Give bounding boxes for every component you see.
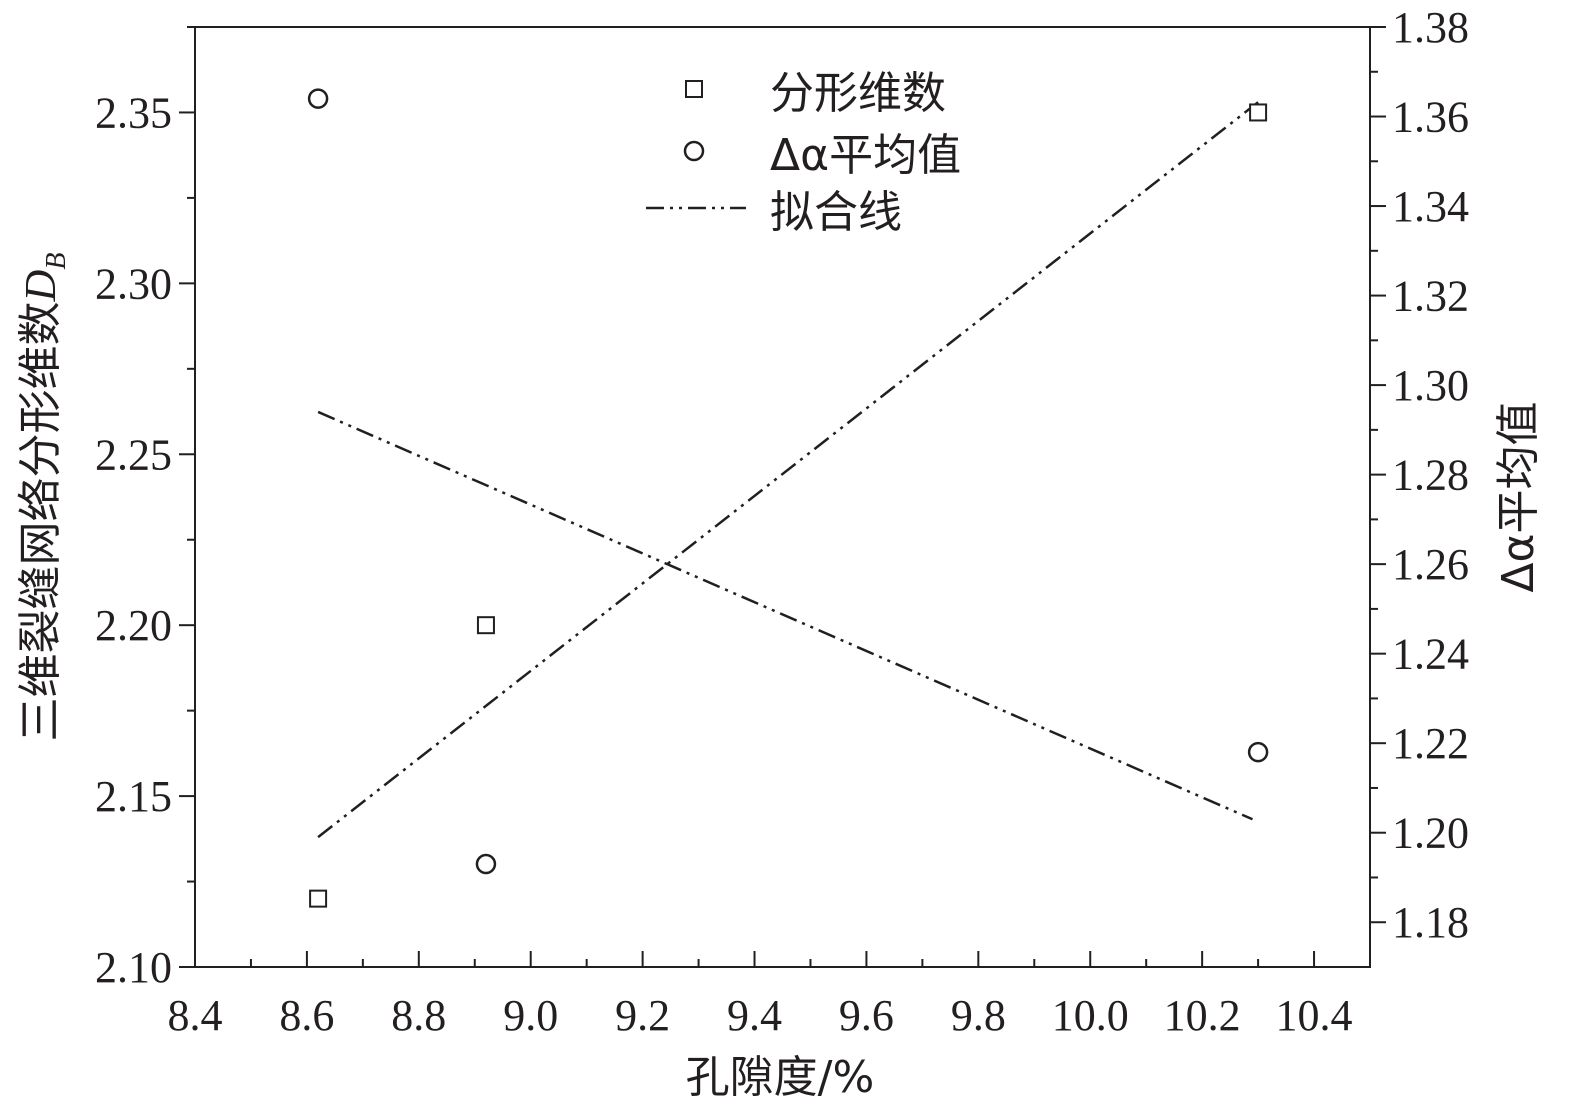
left-y-tick-label: 2.35: [95, 88, 172, 137]
x-tick-label: 10.2: [1164, 991, 1241, 1040]
x-tick-label: 10.0: [1052, 991, 1129, 1040]
left-y-tick-label: 2.25: [95, 430, 172, 479]
legend-circle-symbol: [683, 140, 705, 162]
x-tick-label: 8.6: [279, 991, 334, 1040]
x-tick-label: 10.4: [1276, 991, 1353, 1040]
x-tick-label: 9.4: [727, 991, 782, 1040]
fit-line-right: [317, 410, 1253, 821]
left-y-axis-title-subscript: B: [41, 253, 72, 270]
x-axis: 8.4 8.6 8.8 9.0 9.2 9.4 9.6 9.8 10.0 10.2 10.4: [168, 951, 1353, 1040]
circle-marker: [1247, 741, 1269, 763]
data-markers: [307, 88, 1269, 908]
legend-label-delta-alpha-mean: Δα平均值: [770, 130, 961, 181]
right-y-tick-label: 1.18: [1392, 898, 1469, 947]
square-marker: [309, 889, 328, 908]
left-y-axis-title: 三维裂缝网络分形维数DB: [15, 253, 72, 742]
fit-lines: [317, 101, 1259, 839]
square-marker: [476, 616, 495, 635]
right-y-tick-label: 1.22: [1392, 719, 1469, 768]
left-y-axis: 2.10 2.15 2.20 2.25 2.30 2.35: [95, 26, 195, 992]
x-tick-label: 9.6: [839, 991, 894, 1040]
right-y-tick-label: 1.24: [1392, 630, 1469, 679]
right-y-tick-label: 1.32: [1392, 272, 1469, 321]
left-y-axis-title-text: 三维裂缝网络分形维数: [15, 301, 66, 741]
legend-square-symbol: [685, 80, 703, 98]
legend: 分形维数 Δα平均值 拟合线: [646, 68, 961, 238]
x-tick-label: 8.4: [168, 991, 223, 1040]
x-tick-label: 8.8: [391, 991, 446, 1040]
x-tick-label: 9.0: [503, 991, 558, 1040]
left-y-axis-title-symbol: D: [16, 269, 65, 302]
right-y-axis: 1.18 1.20 1.22 1.24 1.26 1.28 1.30 1.32 1.34 1.36…: [1370, 3, 1469, 947]
x-axis-title: 孔隙度/%: [686, 1052, 875, 1103]
left-y-tick-label: 2.15: [95, 772, 172, 821]
right-y-tick-label: 1.28: [1392, 451, 1469, 500]
plot-frame: [194, 26, 1371, 968]
right-y-tick-label: 1.20: [1392, 809, 1469, 858]
right-y-tick-label: 1.30: [1392, 361, 1469, 410]
circle-marker: [475, 853, 497, 875]
left-y-tick-label: 2.20: [95, 601, 172, 650]
legend-label-fit-line: 拟合线: [770, 187, 902, 238]
x-tick-label: 9.2: [615, 991, 670, 1040]
x-tick-label: 9.8: [951, 991, 1006, 1040]
right-y-tick-label: 1.26: [1392, 540, 1469, 589]
circle-marker: [307, 88, 329, 109]
right-y-axis-title: Δα平均值: [1493, 401, 1544, 592]
right-y-tick-label: 1.36: [1392, 93, 1469, 142]
legend-label-fractal-dimension: 分形维数: [770, 68, 946, 119]
fit-line-left: [317, 101, 1259, 839]
left-y-tick-label: 2.30: [95, 259, 172, 308]
square-marker: [1249, 103, 1268, 122]
right-y-tick-label: 1.38: [1392, 3, 1469, 52]
left-y-tick-label: 2.10: [95, 943, 172, 992]
right-y-tick-label: 1.34: [1392, 182, 1469, 231]
